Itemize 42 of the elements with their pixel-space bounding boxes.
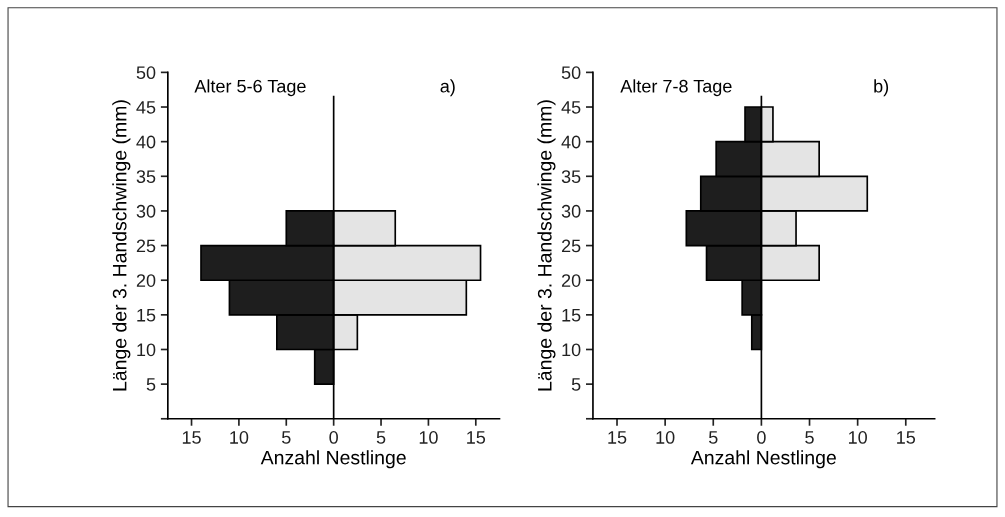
y-tick-label: 5 — [571, 378, 581, 391]
x-tick-label: 15 — [182, 431, 201, 444]
x-tick-label: 5 — [708, 431, 718, 444]
x-axis-title: Anzahl Nestlinge — [260, 450, 406, 469]
y-tick-label: 50 — [136, 66, 156, 80]
y-tick-label: 10 — [562, 343, 581, 357]
x-tick-label: 15 — [897, 431, 916, 444]
x-tick-label: 0 — [757, 431, 766, 444]
chart-title: Alter 7-8 Tage — [620, 79, 732, 97]
y-tick-label: 50 — [561, 66, 581, 80]
y-tick-label: 35 — [136, 170, 156, 184]
y-tick-label: 35 — [561, 170, 581, 184]
x-tick-label: 5 — [376, 431, 386, 444]
x-tick-label: 10 — [848, 431, 867, 444]
x-tick-label: 15 — [608, 431, 627, 444]
y-tick-label: 45 — [561, 101, 581, 114]
y-tick-label: 15 — [562, 308, 581, 322]
y-tick-label: 20 — [561, 274, 581, 287]
x-tick-label: 10 — [230, 431, 249, 444]
y-tick-label: 15 — [137, 308, 156, 322]
y-tick-label: 20 — [136, 274, 156, 287]
y-tick-label: 40 — [561, 135, 581, 149]
y-tick-label: 45 — [136, 101, 156, 114]
y-axis-title: Länge der 3. Handschwinge (mm) — [112, 100, 131, 391]
y-tick-label: 25 — [136, 239, 156, 253]
x-tick-label: 15 — [467, 431, 486, 444]
y-tick-label: 10 — [137, 343, 156, 357]
x-axis-title: Anzahl Nestlinge — [690, 450, 836, 469]
x-tick-label: 5 — [281, 431, 291, 444]
y-tick-label: 30 — [561, 204, 581, 218]
y-tick-label: 5 — [146, 378, 156, 391]
x-tick-label: 0 — [329, 431, 338, 444]
y-tick-label: 40 — [136, 135, 156, 149]
y-axis-title: Länge der 3. Handschwinge (mm) — [537, 100, 556, 391]
x-tick-label: 5 — [805, 431, 814, 444]
chart-title: Alter 5-6 Tage — [194, 79, 306, 97]
y-tick-label: 30 — [136, 204, 156, 218]
x-tick-label: 10 — [656, 431, 675, 444]
annotation: b) — [874, 79, 889, 97]
y-tick-label: 25 — [561, 239, 581, 253]
x-tick-label: 10 — [419, 431, 438, 444]
annotation: a) — [440, 79, 455, 97]
